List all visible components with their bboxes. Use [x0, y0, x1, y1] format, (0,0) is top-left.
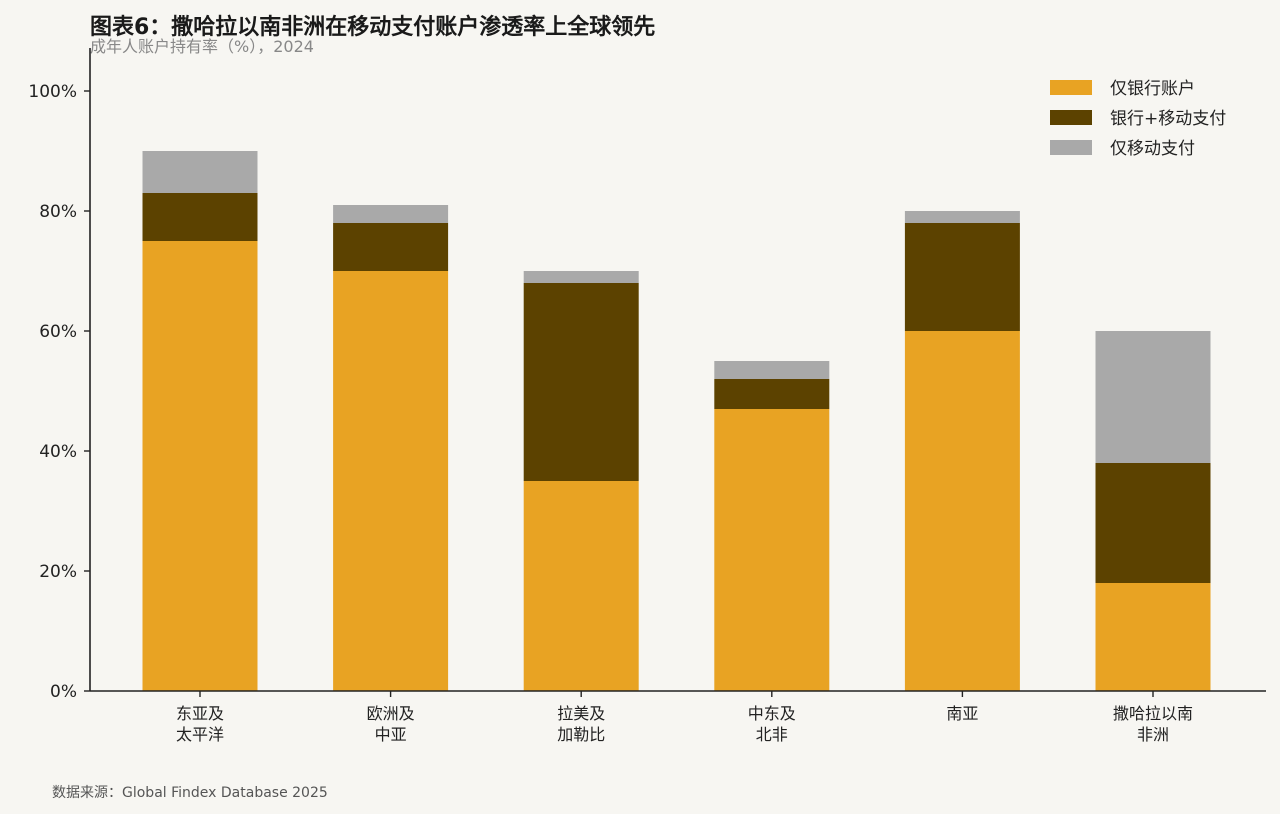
x-category-label: 拉美及加勒比: [557, 704, 605, 744]
bar-segment-bank-and-mobile: [333, 223, 449, 271]
x-category-label-line: 欧洲及: [367, 704, 415, 723]
bar-series-group: [142, 151, 1211, 691]
x-category-label-line: 北非: [756, 725, 788, 744]
bar-segment-bank-and-mobile: [1095, 463, 1211, 583]
y-tick-label: 40%: [39, 442, 77, 462]
bar-segment-mobile-only: [523, 271, 639, 283]
bar-segment-bank-and-mobile: [523, 283, 639, 481]
legend-swatch: [1050, 80, 1092, 95]
y-tick-label: 60%: [39, 322, 77, 342]
x-category-label-line: 中东及: [748, 704, 796, 723]
bar-segment-bank-only: [714, 409, 830, 691]
bar-segment-bank-only: [142, 241, 258, 691]
bar-segment-bank-and-mobile: [142, 193, 258, 241]
legend-swatch: [1050, 110, 1092, 125]
y-tick-label: 20%: [39, 562, 77, 582]
bar-segment-mobile-only: [333, 205, 449, 223]
x-category-label: 欧洲及中亚: [367, 704, 415, 744]
x-category-label-line: 加勒比: [557, 725, 605, 744]
legend-swatch: [1050, 140, 1092, 155]
x-category-label-line: 非洲: [1137, 725, 1169, 744]
bar-segment-bank-and-mobile: [714, 379, 830, 409]
x-category-label-line: 东亚及: [176, 704, 224, 723]
y-tick-label: 0%: [50, 682, 77, 702]
axes-group: 0% 20% 40% 60% 80% 100% 东亚及太平洋 欧洲及中亚 拉美及加勒比 中东及北非…: [28, 48, 1266, 744]
bar-segment-mobile-only: [904, 211, 1020, 223]
x-category-label: 撒哈拉以南非洲: [1113, 704, 1193, 744]
x-category-label-line: 撒哈拉以南: [1113, 704, 1193, 723]
bar-segment-mobile-only: [142, 151, 258, 193]
x-category-label-line: 拉美及: [557, 704, 605, 723]
legend-label: 仅移动支付: [1110, 139, 1195, 159]
x-category-label: 中东及北非: [748, 704, 796, 744]
chart-title: 图表6：撒哈拉以南非洲在移动支付账户渗透率上全球领先: [90, 15, 656, 40]
x-category-label-line: 南亚: [946, 704, 978, 723]
bar-segment-bank-and-mobile: [904, 223, 1020, 331]
x-category-label-line: 中亚: [375, 725, 407, 744]
x-category-label: 南亚: [946, 704, 978, 723]
bar-segment-bank-only: [904, 331, 1020, 691]
bar-segment-bank-only: [1095, 583, 1211, 691]
x-category-label-line: 太平洋: [176, 725, 224, 744]
y-tick-label: 100%: [28, 82, 77, 102]
x-category-label: 东亚及太平洋: [176, 704, 224, 744]
bar-segment-bank-only: [333, 271, 449, 691]
legend-label: 仅银行账户: [1110, 79, 1195, 99]
chart-subtitle: 成年人账户持有率（%），2024: [90, 37, 314, 56]
y-tick-label: 80%: [39, 202, 77, 222]
bar-segment-bank-only: [523, 481, 639, 691]
bar-segment-mobile-only: [1095, 331, 1211, 463]
bar-segment-mobile-only: [714, 361, 830, 379]
data-source-note: 数据来源：Global Findex Database 2025: [52, 785, 328, 801]
legend-label: 银行+移动支付: [1110, 109, 1226, 129]
